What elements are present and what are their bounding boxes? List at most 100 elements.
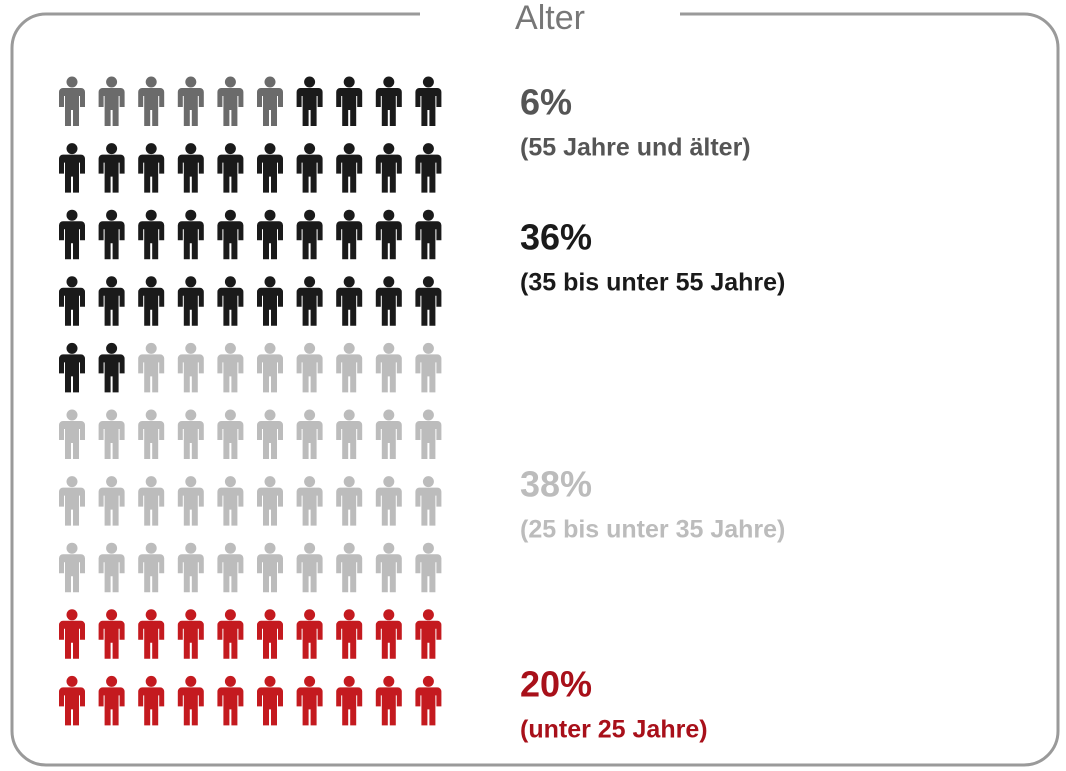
icon-head xyxy=(66,209,78,221)
icon-head xyxy=(304,609,316,621)
person-icon xyxy=(59,542,85,593)
person-icon xyxy=(296,143,323,193)
icon-body xyxy=(217,487,244,526)
icon-body xyxy=(217,154,244,193)
person-icon xyxy=(217,675,244,726)
person-icon xyxy=(375,409,402,459)
icon-body xyxy=(336,687,363,726)
icon-body xyxy=(177,421,204,459)
icon-head xyxy=(422,609,434,621)
icon-body xyxy=(375,421,402,459)
icon-body xyxy=(257,487,283,526)
icon-body xyxy=(296,487,323,526)
value-label: 38% xyxy=(520,464,592,505)
icon-head xyxy=(224,476,236,488)
person-icon xyxy=(217,476,244,526)
icon-body xyxy=(336,487,363,526)
icon-head xyxy=(264,342,276,354)
icon-body xyxy=(59,487,85,526)
icon-body xyxy=(177,487,204,526)
person-icon xyxy=(138,276,165,326)
person-icon xyxy=(257,209,283,260)
icon-head xyxy=(145,143,157,155)
icon-body xyxy=(59,88,85,126)
icon-body xyxy=(59,154,85,193)
person-icon xyxy=(177,209,204,260)
person-icon xyxy=(257,342,283,393)
icon-head xyxy=(145,209,157,221)
icon-head xyxy=(145,476,157,488)
person-icon xyxy=(415,276,442,326)
person-icon xyxy=(177,675,204,726)
icon-body xyxy=(375,620,402,659)
person-icon xyxy=(138,143,165,193)
person-icon xyxy=(375,76,402,126)
person-icon xyxy=(217,409,244,459)
person-icon xyxy=(375,276,402,326)
icon-body xyxy=(177,287,204,326)
icon-head xyxy=(185,542,197,554)
person-icon xyxy=(336,342,363,393)
series-label: (25 bis unter 35 Jahre) xyxy=(520,516,785,544)
icon-body xyxy=(59,287,85,326)
person-icon xyxy=(257,609,283,659)
person-icon xyxy=(177,609,204,659)
icon-body xyxy=(217,554,244,593)
person-icon xyxy=(59,276,85,326)
icon-body xyxy=(138,620,165,659)
icon-body xyxy=(296,154,323,193)
icon-body xyxy=(296,88,323,126)
person-icon xyxy=(375,609,402,659)
icon-body xyxy=(98,354,125,393)
icon-body xyxy=(217,687,244,726)
icon-body xyxy=(217,221,244,260)
person-icon xyxy=(98,143,125,193)
person-icon xyxy=(59,675,85,726)
person-icon xyxy=(415,342,442,393)
icon-body xyxy=(177,88,204,126)
icon-head xyxy=(422,76,434,88)
icon-head xyxy=(106,76,118,88)
person-icon xyxy=(336,276,363,326)
person-icon xyxy=(296,609,323,659)
icon-body xyxy=(415,154,442,193)
icon-head xyxy=(304,209,316,221)
icon-body xyxy=(296,554,323,593)
icon-body xyxy=(415,287,442,326)
icon-head xyxy=(185,209,197,221)
icon-head xyxy=(145,675,157,687)
icon-head xyxy=(264,76,276,88)
person-icon xyxy=(257,276,283,326)
icon-head xyxy=(264,276,276,288)
person-icon xyxy=(296,76,323,126)
person-icon xyxy=(415,76,442,126)
icon-body xyxy=(257,620,283,659)
icon-head xyxy=(66,409,78,421)
icon-body xyxy=(138,487,165,526)
icon-body xyxy=(177,554,204,593)
person-icon xyxy=(177,409,204,459)
icon-body xyxy=(177,620,204,659)
icon-head xyxy=(343,209,355,221)
icon-body xyxy=(177,354,204,393)
person-icon xyxy=(296,476,323,526)
icon-body xyxy=(98,221,125,260)
person-icon xyxy=(138,209,165,260)
icon-body xyxy=(375,687,402,726)
icon-head xyxy=(304,476,316,488)
icon-head xyxy=(383,143,395,155)
icon-head xyxy=(304,342,316,354)
icon-head xyxy=(304,409,316,421)
icon-head xyxy=(422,209,434,221)
person-icon xyxy=(375,342,402,393)
icon-body xyxy=(257,687,283,726)
icon-body xyxy=(138,154,165,193)
icon-body xyxy=(177,154,204,193)
person-icon xyxy=(138,409,165,459)
person-icon xyxy=(217,276,244,326)
person-icon xyxy=(296,675,323,726)
person-icon xyxy=(138,675,165,726)
icon-head xyxy=(185,609,197,621)
icon-body xyxy=(415,354,442,393)
icon-body xyxy=(138,354,165,393)
